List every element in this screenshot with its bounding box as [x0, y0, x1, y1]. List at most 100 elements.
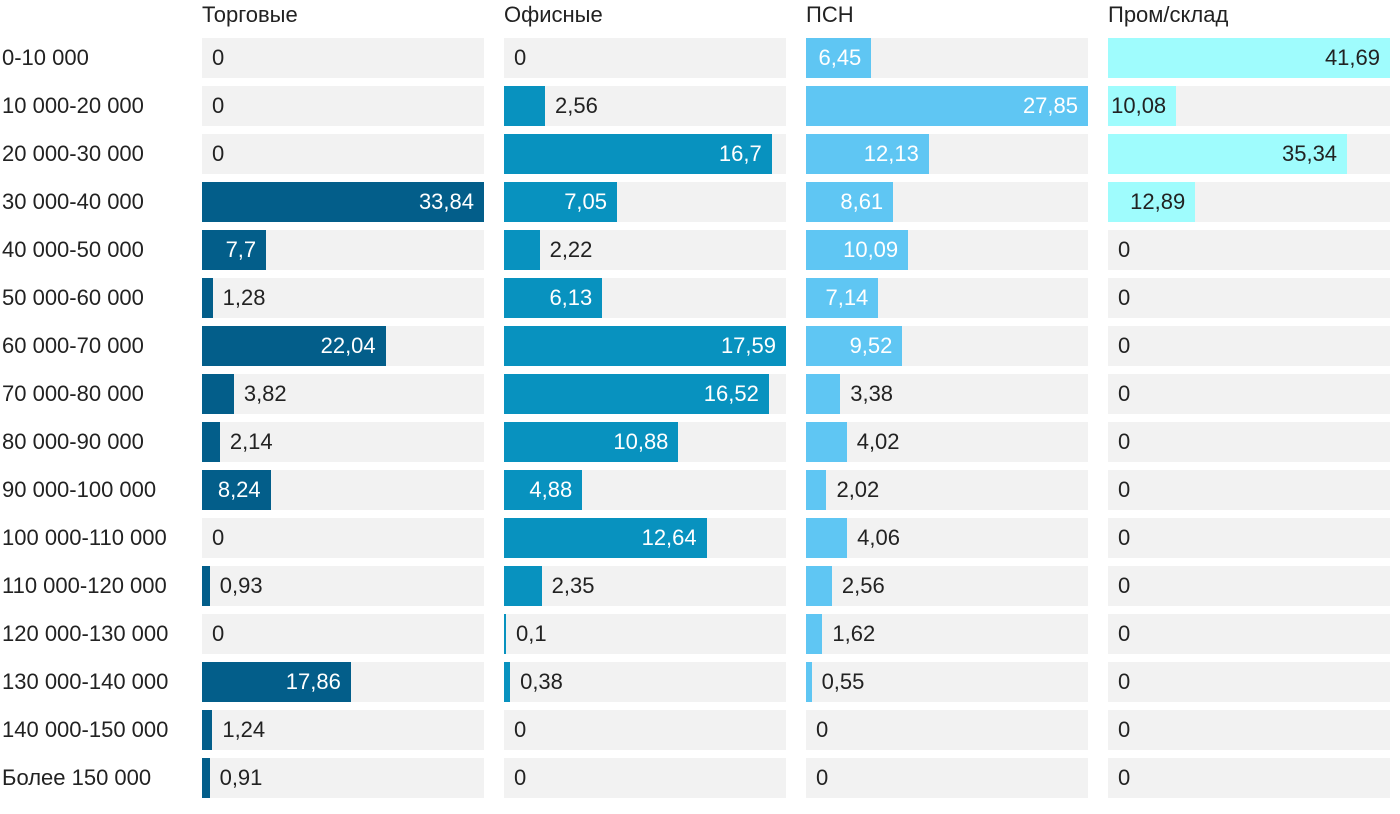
- category-label: 90 000-100 000: [2, 477, 157, 502]
- bar: [806, 566, 832, 606]
- data-label: 2,35: [551, 573, 595, 598]
- data-label: 35,34: [1281, 141, 1338, 166]
- data-label: 0: [1118, 381, 1131, 406]
- data-label: 0: [212, 525, 225, 550]
- bar: [504, 614, 506, 654]
- bar-track: [806, 614, 1088, 654]
- data-label: 0: [1118, 477, 1131, 502]
- data-label: 12,64: [641, 525, 697, 550]
- bar-track: [1108, 374, 1390, 414]
- bar: [806, 278, 879, 318]
- data-label: 3,82: [243, 381, 287, 406]
- bar: [202, 758, 210, 798]
- bar-track: [504, 566, 786, 606]
- bar-track: [504, 86, 786, 126]
- bar: [1108, 38, 1390, 78]
- category-label: 30 000-40 000: [2, 189, 144, 214]
- series-title: Офисные: [504, 2, 603, 27]
- bar-track: [1108, 566, 1390, 606]
- bar: [806, 614, 823, 654]
- bar-track: [806, 470, 1088, 510]
- data-label: 17,86: [285, 669, 341, 694]
- bar: [806, 38, 872, 78]
- bar-track: [806, 518, 1088, 558]
- category-label: 10 000-20 000: [2, 93, 144, 118]
- bar-track: [504, 230, 786, 270]
- bar: [504, 134, 772, 174]
- bar: [806, 374, 841, 414]
- bar: [202, 230, 267, 270]
- data-label: 2,02: [836, 477, 880, 502]
- data-label: 2,22: [549, 237, 593, 262]
- data-label: 0,38: [520, 669, 563, 694]
- bar-track: [806, 566, 1088, 606]
- data-label: 33,84: [418, 189, 474, 214]
- bar-track: [806, 710, 1088, 750]
- bar-track: [1108, 614, 1390, 654]
- data-label: 12,13: [863, 141, 919, 166]
- category-label: 110 000-120 000: [2, 573, 167, 598]
- bar: [504, 662, 511, 702]
- data-label: 2,14: [229, 429, 273, 454]
- bar: [202, 278, 213, 318]
- bar-track: [1108, 422, 1390, 462]
- category-label: 0-10 000: [2, 45, 89, 70]
- data-label: 6,13: [549, 285, 593, 310]
- bar: [806, 518, 848, 558]
- data-label: 4,06: [857, 525, 900, 550]
- data-label: 0: [1118, 765, 1131, 790]
- bar: [1108, 182, 1196, 222]
- bar: [202, 374, 234, 414]
- category-label: 100 000-110 000: [2, 525, 167, 550]
- data-label: 2,56: [555, 93, 598, 118]
- category-label: 50 000-60 000: [2, 285, 144, 310]
- bar-track: [202, 566, 484, 606]
- bar: [806, 134, 929, 174]
- bar-track: [504, 614, 786, 654]
- series-title: ПСН: [806, 2, 854, 27]
- data-label: 0: [212, 621, 225, 646]
- bar: [202, 566, 210, 606]
- category-label: 60 000-70 000: [2, 333, 144, 358]
- bar: [1108, 134, 1348, 174]
- data-label: 0,91: [219, 765, 263, 790]
- data-label: 0: [212, 45, 225, 70]
- bar-track: [202, 518, 484, 558]
- bar: [504, 518, 707, 558]
- data-label: 10,08: [1111, 93, 1167, 118]
- data-label: 4,88: [529, 477, 573, 502]
- data-label: 0,1: [516, 621, 547, 646]
- bar-track: [1108, 278, 1390, 318]
- data-label: 0: [1118, 333, 1131, 358]
- bar: [504, 422, 679, 462]
- series-title: Торговые: [202, 2, 298, 27]
- bar: [202, 326, 386, 366]
- data-label: 4,02: [856, 429, 900, 454]
- bar: [504, 566, 542, 606]
- bar: [202, 182, 484, 222]
- data-label: 0: [1118, 237, 1131, 262]
- data-label: 10,09: [843, 237, 899, 262]
- data-label: 22,04: [320, 333, 376, 358]
- bar-track: [202, 134, 484, 174]
- bar: [202, 662, 351, 702]
- data-label: 2,56: [841, 573, 885, 598]
- bar-track: [202, 422, 484, 462]
- data-label: 17,59: [720, 333, 776, 358]
- data-label: 0: [212, 141, 225, 166]
- data-label: 0: [1118, 669, 1131, 694]
- category-label: Более 150 000: [2, 765, 152, 790]
- bar-track: [1108, 662, 1390, 702]
- bar: [806, 230, 909, 270]
- bar-track: [202, 614, 484, 654]
- bar-track: [202, 758, 484, 798]
- bar-track: [1108, 758, 1390, 798]
- data-label: 0,93: [219, 573, 263, 598]
- data-label: 41,69: [1324, 45, 1380, 70]
- bar-track: [1108, 230, 1390, 270]
- data-label: 6,45: [818, 45, 862, 70]
- bar: [806, 182, 894, 222]
- data-label: 0: [1118, 621, 1131, 646]
- bar-track: [504, 662, 786, 702]
- bar-track: [504, 710, 786, 750]
